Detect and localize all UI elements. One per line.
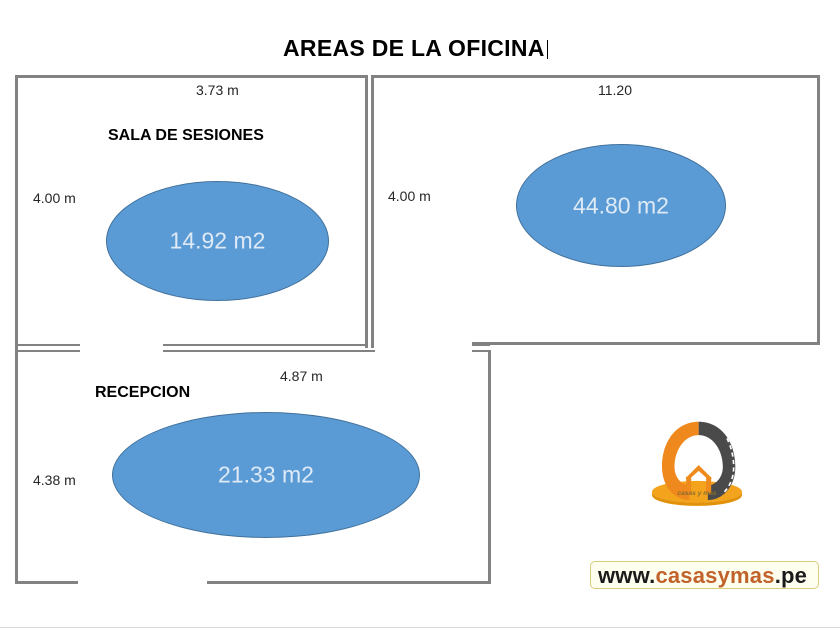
svg-text:casas y mas: casas y mas <box>677 490 717 497</box>
